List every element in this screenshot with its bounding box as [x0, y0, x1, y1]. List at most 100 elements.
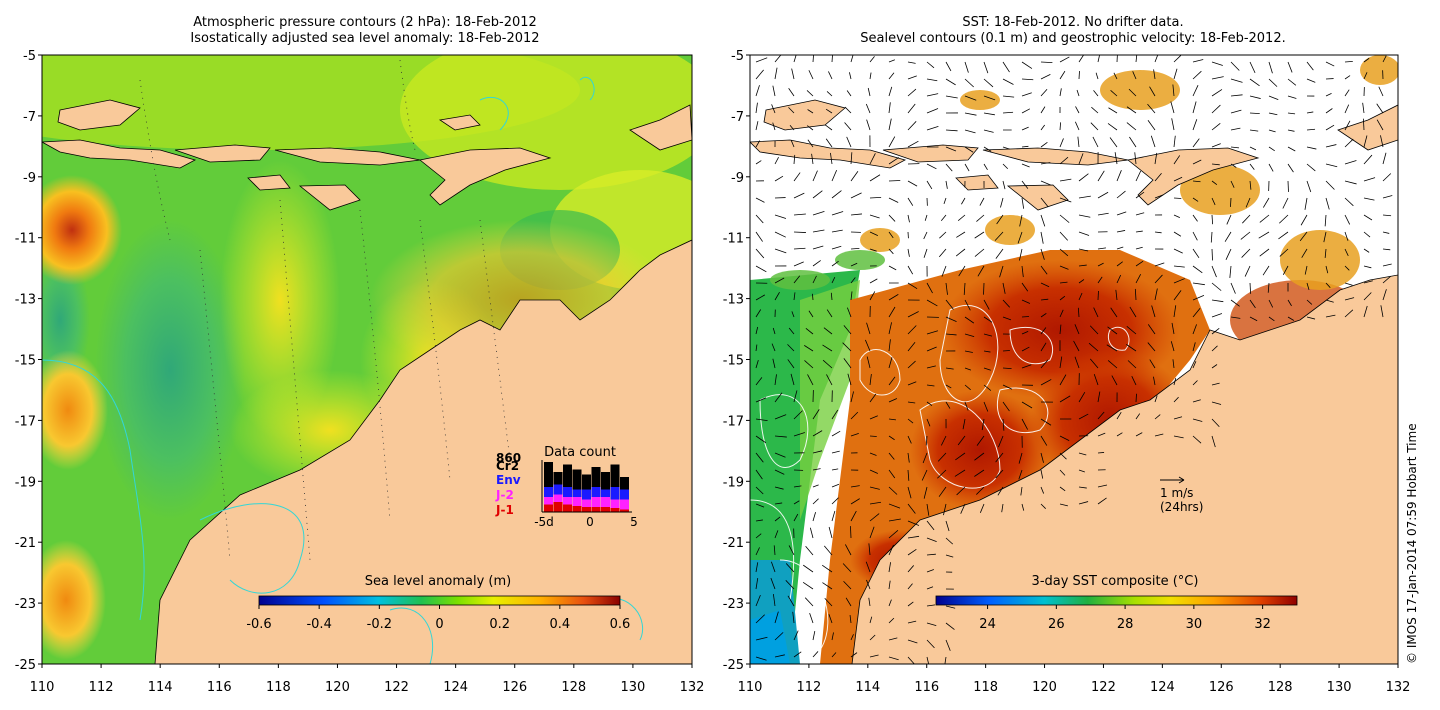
- velocity-arrow: [755, 435, 767, 444]
- velocity-arrow: [850, 277, 856, 284]
- velocity-arrow: [964, 129, 976, 134]
- velocity-arrow: [983, 95, 996, 101]
- velocity-arrow: [1268, 112, 1278, 116]
- velocity-arrow: [945, 554, 954, 558]
- bar-j1: [563, 504, 572, 512]
- velocity-arrow: [1262, 265, 1270, 276]
- velocity-arrow: [1107, 123, 1118, 131]
- velocity-arrow: [868, 597, 871, 607]
- velocity-arrow: [1078, 173, 1089, 182]
- velocity-arrow: [1059, 178, 1072, 182]
- velocity-arrow: [1097, 247, 1106, 250]
- velocity-arrow: [888, 562, 891, 573]
- velocity-arrow: [844, 122, 852, 131]
- velocity-arrow: [1363, 231, 1371, 238]
- velocity-arrow: [1147, 324, 1156, 335]
- velocity-arrow: [1192, 159, 1202, 165]
- velocity-arrow: [774, 654, 785, 658]
- right-lat-label: -19: [723, 475, 744, 490]
- velocity-arrow: [957, 435, 966, 446]
- velocity-arrow: [1019, 214, 1023, 227]
- velocity-arrow: [1135, 413, 1141, 420]
- velocity-arrow: [774, 277, 785, 284]
- right-lon-label: 112: [796, 680, 821, 695]
- velocity-arrow: [1363, 72, 1368, 80]
- velocity-arrow: [1002, 401, 1010, 412]
- velocity-arrow: [907, 140, 919, 148]
- velocity-arrow: [822, 582, 833, 590]
- velocity-arrow: [1097, 497, 1107, 505]
- velocity-arrow: [907, 360, 916, 369]
- velocity-arrow: [888, 136, 896, 148]
- velocity-arrow: [1173, 68, 1178, 80]
- velocity-arrow: [1002, 384, 1013, 390]
- velocity-arrow: [1002, 95, 1015, 98]
- velocity-arrow: [1078, 391, 1086, 403]
- velocity-arrow: [788, 107, 795, 114]
- velocity-arrow: [1040, 197, 1049, 208]
- velocity-arrow: [964, 316, 975, 324]
- velocity-arrow: [1116, 432, 1123, 437]
- velocity-arrow: [907, 601, 914, 607]
- legend-cr2: Cr2: [496, 459, 519, 473]
- left-lat-label: -19: [15, 475, 36, 490]
- velocity-arrow: [1021, 145, 1029, 148]
- velocity-arrow: [1135, 260, 1144, 267]
- velocity-arrow: [1282, 197, 1289, 209]
- velocity-arrow: [983, 78, 994, 88]
- velocity-arrow: [888, 86, 893, 97]
- velocity-arrow: [907, 620, 917, 624]
- velocity-arrow: [1173, 396, 1179, 403]
- velocity-arrow: [1151, 305, 1156, 318]
- velocity-arrow: [774, 67, 778, 80]
- velocity-arrow: [826, 309, 833, 318]
- land-australia-right: [851, 274, 1398, 664]
- velocity-arrow: [1363, 135, 1368, 148]
- velocity-arrow: [907, 381, 917, 386]
- velocity-arrow: [793, 651, 802, 658]
- velocity-arrow: [1211, 122, 1221, 131]
- velocity-arrow: [1078, 486, 1087, 489]
- velocity-arrow: [907, 452, 910, 463]
- velocity-arrow: [774, 231, 786, 238]
- velocity-arrow: [1077, 307, 1080, 318]
- velocity-arrow: [1147, 342, 1156, 352]
- velocity-arrow: [926, 569, 934, 573]
- velocity-arrow: [1040, 469, 1044, 479]
- velocity-arrow: [774, 291, 780, 301]
- left-lat-label: -23: [15, 597, 36, 612]
- velocity-arrow: [1078, 279, 1085, 284]
- velocity-arrow: [1059, 295, 1066, 301]
- velocity-arrow: [790, 139, 795, 148]
- velocity-arrow: [1090, 122, 1099, 131]
- right-lon-label: 126: [1209, 680, 1234, 695]
- velocity-arrow: [1040, 486, 1045, 494]
- velocity-arrow: [1040, 342, 1047, 352]
- velocity-arrow: [755, 452, 764, 463]
- velocity-arrow: [1249, 316, 1258, 322]
- velocity-arrow: [755, 614, 765, 624]
- velocity-arrow: [845, 597, 852, 607]
- velocity-arrow: [1211, 214, 1214, 225]
- velocity-arrow: [770, 561, 776, 573]
- velocity-arrow: [1154, 173, 1162, 182]
- velocity-arrow: [804, 597, 814, 607]
- velocity-arrow: [1267, 282, 1270, 293]
- velocity-arrow: [1059, 265, 1069, 270]
- velocity-arrow: [850, 485, 860, 488]
- left-lon-label: 112: [89, 680, 114, 695]
- velocity-arrow: [957, 214, 966, 221]
- velocity-arrow: [1135, 170, 1142, 182]
- velocity-arrow: [850, 262, 858, 267]
- left-lon-label: 130: [620, 680, 645, 695]
- velocity-arrow: [994, 231, 1004, 241]
- velocity-arrow: [831, 497, 839, 505]
- velocity-arrow: [1000, 197, 1004, 208]
- velocity-arrow: [755, 231, 763, 242]
- velocity-arrow: [983, 333, 993, 337]
- velocity-arrow: [1287, 129, 1295, 132]
- velocity-arrow: [945, 163, 953, 172]
- velocity-arrow: [869, 469, 879, 474]
- velocity-arrow: [1225, 248, 1232, 260]
